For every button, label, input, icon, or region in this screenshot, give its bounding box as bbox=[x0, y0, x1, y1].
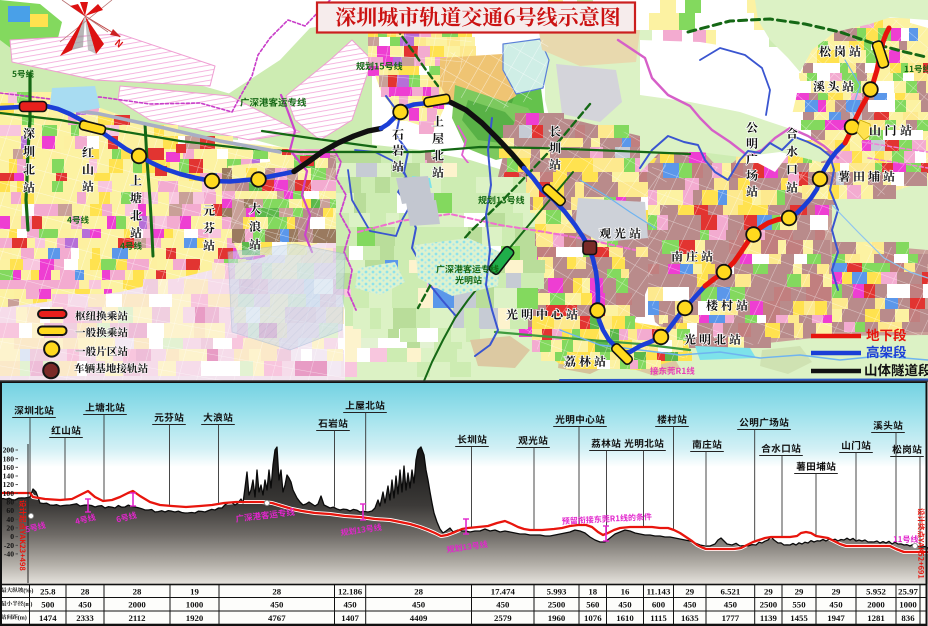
svg-text:12.186: 12.186 bbox=[338, 587, 363, 597]
svg-text:4767: 4767 bbox=[268, 613, 286, 623]
svg-text:120: 120 bbox=[3, 480, 15, 489]
svg-text:0: 0 bbox=[10, 532, 14, 541]
svg-text:(‰): (‰) bbox=[23, 588, 33, 595]
svg-text:4409: 4409 bbox=[410, 613, 428, 623]
svg-text:2500: 2500 bbox=[760, 600, 778, 610]
svg-text:1610: 1610 bbox=[616, 613, 634, 623]
svg-text:450: 450 bbox=[829, 600, 843, 610]
svg-text:160: 160 bbox=[3, 463, 15, 472]
svg-text:450: 450 bbox=[412, 600, 426, 610]
svg-text:6.521: 6.521 bbox=[721, 587, 741, 597]
svg-text:450: 450 bbox=[618, 600, 632, 610]
svg-text:1947: 1947 bbox=[827, 613, 845, 623]
svg-text:-20: -20 bbox=[4, 541, 14, 550]
svg-text:28: 28 bbox=[272, 587, 281, 597]
svg-text:450: 450 bbox=[343, 600, 357, 610]
svg-text:29: 29 bbox=[795, 587, 804, 597]
svg-text:29: 29 bbox=[832, 587, 841, 597]
svg-text:20: 20 bbox=[6, 524, 14, 533]
svg-text:25.97: 25.97 bbox=[898, 587, 918, 597]
svg-text:200: 200 bbox=[3, 446, 15, 455]
svg-text:11.143: 11.143 bbox=[647, 587, 671, 597]
svg-text:28: 28 bbox=[414, 587, 423, 597]
svg-text:1960: 1960 bbox=[548, 613, 566, 623]
svg-text:180: 180 bbox=[3, 454, 15, 463]
svg-text:1920: 1920 bbox=[186, 613, 204, 623]
svg-text:2500: 2500 bbox=[548, 600, 566, 610]
svg-text:1000: 1000 bbox=[899, 600, 917, 610]
svg-text:(m): (m) bbox=[18, 615, 27, 622]
svg-text:2000: 2000 bbox=[128, 600, 146, 610]
svg-text:100: 100 bbox=[3, 489, 15, 498]
svg-text:500: 500 bbox=[41, 600, 55, 610]
svg-text:17.474: 17.474 bbox=[491, 587, 516, 597]
svg-text:5.952: 5.952 bbox=[866, 587, 886, 597]
svg-text:40: 40 bbox=[6, 515, 14, 524]
svg-text:80: 80 bbox=[6, 498, 14, 507]
svg-text:1281: 1281 bbox=[867, 613, 885, 623]
svg-text:836: 836 bbox=[901, 613, 915, 623]
svg-text:28: 28 bbox=[81, 587, 90, 597]
svg-text:550: 550 bbox=[792, 600, 806, 610]
svg-text:29: 29 bbox=[685, 587, 694, 597]
svg-text:1777: 1777 bbox=[722, 613, 740, 623]
svg-text:16: 16 bbox=[621, 587, 630, 597]
svg-text:1000: 1000 bbox=[186, 600, 204, 610]
svg-text:1474: 1474 bbox=[39, 613, 57, 623]
svg-text:450: 450 bbox=[496, 600, 510, 610]
svg-text:18: 18 bbox=[588, 587, 597, 597]
svg-text:2000: 2000 bbox=[867, 600, 885, 610]
svg-text:28: 28 bbox=[133, 587, 142, 597]
svg-text:1635: 1635 bbox=[681, 613, 699, 623]
svg-text:450: 450 bbox=[724, 600, 738, 610]
svg-text:2579: 2579 bbox=[494, 613, 512, 623]
svg-text:450: 450 bbox=[78, 600, 92, 610]
svg-text:(m): (m) bbox=[23, 601, 32, 608]
svg-text:19: 19 bbox=[190, 587, 199, 597]
svg-text:450: 450 bbox=[683, 600, 697, 610]
svg-text:1115: 1115 bbox=[650, 613, 667, 623]
svg-text:29: 29 bbox=[764, 587, 773, 597]
svg-text:140: 140 bbox=[3, 472, 15, 481]
svg-text:1139: 1139 bbox=[760, 613, 778, 623]
svg-text:560: 560 bbox=[586, 600, 600, 610]
svg-text:450: 450 bbox=[270, 600, 284, 610]
svg-text:1076: 1076 bbox=[584, 613, 602, 623]
svg-text:1407: 1407 bbox=[341, 613, 359, 623]
svg-text:2112: 2112 bbox=[128, 613, 146, 623]
svg-text:600: 600 bbox=[652, 600, 666, 610]
svg-text:25.8: 25.8 bbox=[40, 587, 56, 597]
svg-text:2333: 2333 bbox=[76, 613, 94, 623]
svg-text:-40: -40 bbox=[4, 550, 14, 559]
svg-text:5.993: 5.993 bbox=[547, 587, 567, 597]
svg-text:1455: 1455 bbox=[790, 613, 808, 623]
svg-text:60: 60 bbox=[6, 506, 14, 515]
